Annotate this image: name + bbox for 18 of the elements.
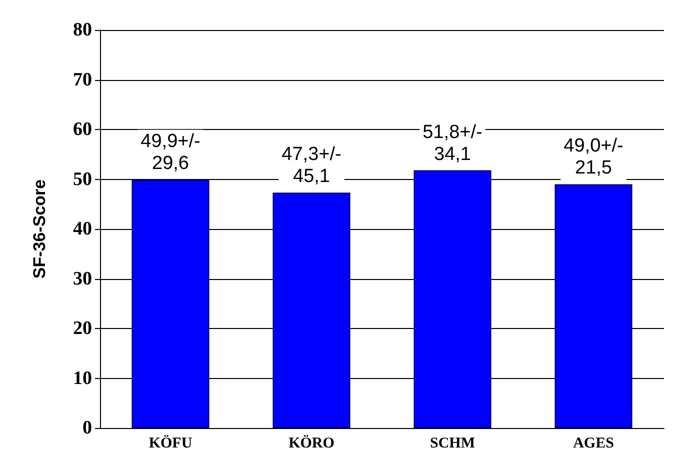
data-label: 49,0+/- 21,5 [564, 136, 624, 179]
y-axis-title: SF-36-Score [30, 179, 49, 279]
data-label: 51,8+/- 34,1 [422, 122, 482, 165]
data-label: 49,9+/- 29,6 [140, 131, 200, 174]
y-tick-label: 40 [73, 218, 92, 240]
y-tick-label: 60 [73, 119, 92, 140]
y-tick-label: 70 [73, 69, 92, 90]
x-tick-label: SCHM [430, 436, 475, 452]
y-tick-label: 0 [82, 418, 92, 438]
x-tick-label: KÖRO [288, 434, 334, 452]
y-tick-label: 30 [73, 268, 92, 290]
x-tick-label: AGES [573, 436, 614, 452]
y-tick-label: 50 [73, 168, 92, 190]
y-tick-label: 10 [73, 368, 92, 389]
data-label: 47,3+/- 45,1 [282, 144, 342, 188]
y-tick-label: 20 [73, 318, 92, 339]
y-tick-label: 80 [73, 20, 92, 40]
x-tick-label: KÖFU [148, 434, 192, 452]
